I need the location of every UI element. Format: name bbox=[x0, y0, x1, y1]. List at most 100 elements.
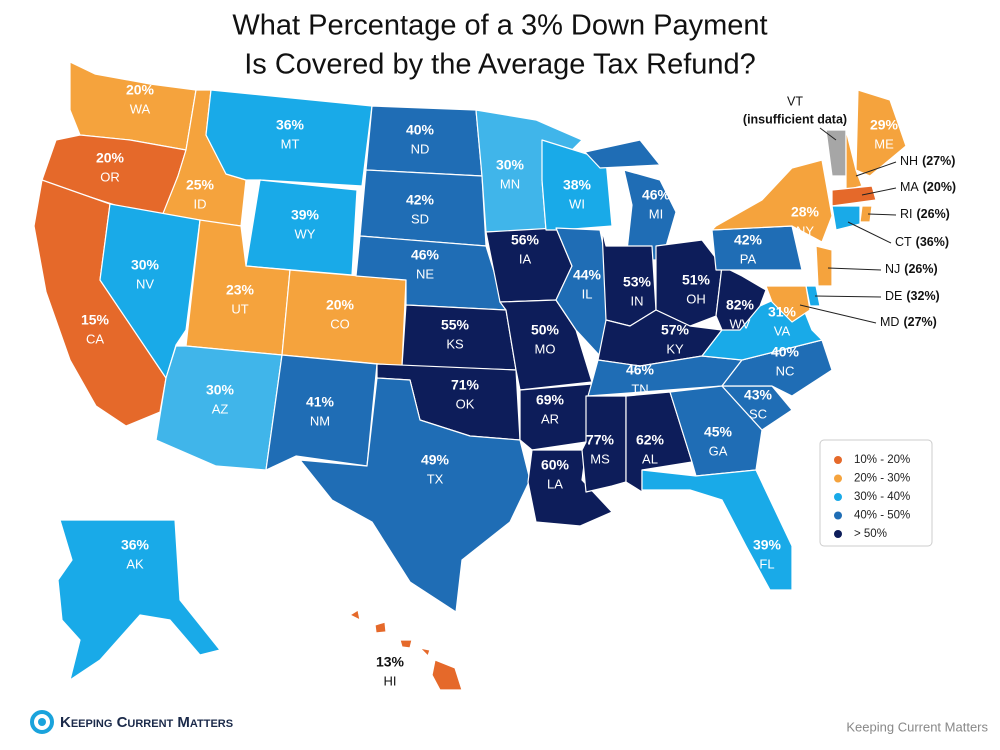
legend-label: 20% - 30% bbox=[854, 473, 910, 485]
state-value: 39% bbox=[291, 207, 320, 223]
legend-swatch bbox=[834, 456, 842, 464]
legend-label: 40% - 50% bbox=[854, 510, 910, 522]
leader-line bbox=[799, 304, 877, 324]
state-value: 36% bbox=[276, 117, 305, 133]
state-name: WV bbox=[730, 316, 751, 331]
state-shape bbox=[711, 159, 833, 243]
state-name: KY bbox=[666, 341, 684, 356]
state-value: 40% bbox=[406, 122, 435, 138]
callout-value: (26%) bbox=[917, 207, 950, 221]
state-name: KS bbox=[446, 336, 464, 351]
state-value: 57% bbox=[661, 322, 690, 338]
state-shape bbox=[299, 377, 531, 613]
state-name: NE bbox=[416, 266, 434, 281]
state-name: CA bbox=[86, 331, 104, 346]
callout-name: CT bbox=[895, 235, 912, 249]
state-value: 71% bbox=[451, 377, 480, 393]
state-name: NC bbox=[776, 363, 795, 378]
state-shape bbox=[831, 185, 877, 207]
state-name: OK bbox=[456, 396, 475, 411]
state-value: 49% bbox=[421, 452, 450, 468]
state-name: GA bbox=[709, 443, 728, 458]
logo-icon bbox=[30, 710, 54, 734]
legend-swatch bbox=[834, 530, 842, 538]
callout-value: (36%) bbox=[916, 235, 949, 249]
callout-value: (32%) bbox=[906, 289, 939, 303]
state-value: 82% bbox=[726, 297, 755, 313]
state-name: AR bbox=[541, 411, 559, 426]
state-value: 20% bbox=[96, 150, 125, 166]
state-value: 13% bbox=[376, 654, 405, 670]
state-shape bbox=[845, 129, 863, 191]
state-name: LA bbox=[547, 476, 563, 491]
leader-line bbox=[819, 127, 837, 141]
state-shape bbox=[855, 89, 907, 177]
callout: RI (26%) bbox=[900, 207, 950, 221]
legend-label: 30% - 40% bbox=[854, 491, 910, 503]
callout-value: (insufficient data) bbox=[743, 112, 847, 126]
state-shape bbox=[641, 469, 793, 591]
state-value: 60% bbox=[541, 457, 570, 473]
state-value: 46% bbox=[411, 247, 440, 263]
callout-name: NJ bbox=[885, 262, 900, 276]
state-value: 42% bbox=[734, 232, 763, 248]
state-name: NY bbox=[796, 223, 814, 238]
state-name: WY bbox=[295, 226, 316, 241]
state-value: 15% bbox=[81, 312, 110, 328]
callout: CT (36%) bbox=[895, 235, 949, 249]
state-name: IL bbox=[582, 286, 593, 301]
state-name: ID bbox=[194, 196, 207, 211]
state-value: 30% bbox=[131, 257, 160, 273]
callout-name: MD bbox=[880, 315, 899, 329]
callout-name: VT bbox=[787, 94, 803, 108]
state-shape bbox=[825, 129, 847, 177]
state-name: NV bbox=[136, 276, 154, 291]
state-name: OR bbox=[100, 169, 120, 184]
state-name: TX bbox=[427, 471, 444, 486]
callout: MA (20%) bbox=[900, 180, 956, 194]
state-labels: 20% WA 20% OR 15% CA 25% ID 30% NV 36% MT 39% WY 23% UT… bbox=[81, 82, 956, 689]
state-name: AL bbox=[642, 451, 658, 466]
state-value: 46% bbox=[626, 362, 655, 378]
state-name: ND bbox=[411, 141, 430, 156]
state-shape bbox=[419, 647, 431, 657]
state-value: 45% bbox=[704, 424, 733, 440]
state-value: 53% bbox=[623, 274, 652, 290]
logo-text: Keeping Current Matters bbox=[60, 714, 233, 731]
leader-line bbox=[867, 213, 897, 216]
callout-name: DE bbox=[885, 289, 902, 303]
leader-line bbox=[861, 187, 897, 196]
callout-value: (20%) bbox=[923, 180, 956, 194]
leader-line bbox=[847, 221, 892, 244]
state-value: 50% bbox=[531, 322, 560, 338]
state-name: MT bbox=[281, 136, 300, 151]
state-value: 40% bbox=[771, 344, 800, 360]
title-line: What Percentage of a 3% Down Payment bbox=[232, 10, 767, 42]
state-shape bbox=[359, 169, 487, 247]
state-name: PA bbox=[740, 251, 757, 266]
callout: NJ (26%) bbox=[885, 262, 938, 276]
callout: NH (27%) bbox=[900, 154, 955, 168]
state-value: 77% bbox=[586, 432, 615, 448]
state-value: 69% bbox=[536, 392, 565, 408]
state-name: IN bbox=[631, 293, 644, 308]
state-value: 42% bbox=[406, 192, 435, 208]
state-name: OH bbox=[686, 291, 706, 306]
state-name: AK bbox=[126, 556, 144, 571]
state-value: 39% bbox=[753, 537, 782, 553]
state-value: 43% bbox=[744, 387, 773, 403]
state-name: HI bbox=[384, 673, 397, 688]
state-value: 20% bbox=[126, 82, 155, 98]
state-value: 36% bbox=[121, 537, 150, 553]
state-name: SD bbox=[411, 211, 429, 226]
legend-swatch bbox=[834, 493, 842, 501]
state-value: 55% bbox=[441, 317, 470, 333]
state-name: VA bbox=[774, 323, 791, 338]
legend-label: > 50% bbox=[854, 528, 887, 540]
callout-name: RI bbox=[900, 207, 913, 221]
state-value: 28% bbox=[791, 204, 820, 220]
legend-swatch bbox=[834, 474, 842, 483]
state-value: 30% bbox=[206, 382, 235, 398]
state-name: AZ bbox=[212, 401, 229, 416]
